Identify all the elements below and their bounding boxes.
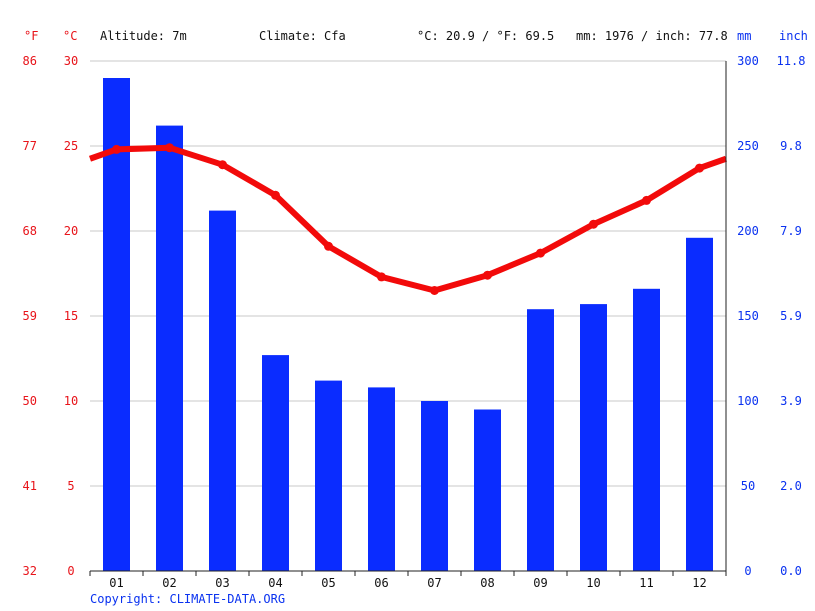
inch-tick-label: 5.9 [780,309,802,323]
celsius-tick-label: 10 [64,394,78,408]
fahrenheit-tick-label: 50 [23,394,37,408]
precipitation-bar [156,125,183,571]
month-label: 01 [109,576,123,590]
axes [89,61,727,576]
copyright-text[interactable]: Copyright: CLIMATE-DATA.ORG [90,592,285,606]
precipitation-bar [315,380,342,571]
precipitation-bar [421,401,448,571]
precipitation-bar [103,78,130,571]
precipitation-bar [474,409,501,571]
temperature-point [218,160,227,170]
mm-tick-label: 250 [737,139,759,153]
fahrenheit-unit-label: °F [24,29,38,43]
month-label: 12 [692,576,706,590]
precipitation-bar [209,210,236,571]
precipitation-bar [527,309,554,571]
temperature-point [695,163,704,173]
fahrenheit-tick-label: 41 [23,479,37,493]
tick-labels: 32 0 0 0.0 41 5 50 2.0 50 10 100 3.9 59 15 150 5.9 68 20 2… [23,54,806,590]
month-label: 09 [533,576,547,590]
precipitation-bar [686,237,713,572]
inch-tick-label: 9.8 [780,139,802,153]
fahrenheit-tick-label: 68 [23,224,37,238]
inch-tick-label: 0.0 [780,564,802,578]
mm-tick-label: 150 [737,309,759,323]
celsius-tick-label: 15 [64,309,78,323]
inch-tick-label: 7.9 [780,224,802,238]
celsius-unit-label: °C [63,29,77,43]
temperature-point [165,143,174,153]
inch-tick-label: 11.8 [777,54,806,68]
inch-tick-label: 3.9 [780,394,802,408]
temperature-point [324,241,333,251]
precipitation-bar [580,304,607,571]
month-label: 05 [321,576,335,590]
mm-tick-label: 50 [741,479,755,493]
month-label: 06 [374,576,388,590]
month-label: 07 [427,576,441,590]
temperature-point [589,219,598,229]
grid-lines [90,60,726,487]
celsius-tick-label: 30 [64,54,78,68]
fahrenheit-tick-label: 32 [23,564,37,578]
month-label: 04 [268,576,282,590]
month-label: 08 [480,576,494,590]
fahrenheit-tick-label: 77 [23,139,37,153]
month-label: 11 [639,576,653,590]
inch-tick-label: 2.0 [780,479,802,493]
temperature-point [483,270,492,280]
temperature-point [271,190,280,200]
mm-tick-label: 0 [744,564,751,578]
temperature-point [430,286,439,295]
mm-tick-label: 100 [737,394,759,408]
precipitation-bar [262,355,289,571]
temperature-point [377,272,386,282]
month-label: 03 [215,576,229,590]
celsius-tick-label: 0 [67,564,74,578]
temperature-point [112,144,121,154]
temperature-summary: °C: 20.9 / °F: 69.5 [417,29,554,43]
fahrenheit-tick-label: 59 [23,309,37,323]
month-label: 02 [162,576,176,590]
mm-tick-label: 200 [737,224,759,238]
temperature-line [89,143,727,295]
celsius-tick-label: 25 [64,139,78,153]
precipitation-bar [368,387,395,571]
precipitation-summary: mm: 1976 / inch: 77.8 [576,29,728,43]
inch-unit-label: inch [779,29,808,43]
month-label: 10 [586,576,600,590]
temperature-point [536,248,545,258]
altitude-label: Altitude: 7m [100,29,187,43]
precipitation-bars [103,78,713,572]
celsius-tick-label: 5 [67,479,74,493]
precipitation-bar [633,288,660,571]
mm-unit-label: mm [737,29,751,43]
temperature-point [642,195,651,205]
fahrenheit-tick-label: 86 [23,54,37,68]
celsius-tick-label: 20 [64,224,78,238]
temperature-line-path [89,144,727,294]
climate-label: Climate: Cfa [259,29,346,43]
mm-tick-label: 300 [737,54,759,68]
